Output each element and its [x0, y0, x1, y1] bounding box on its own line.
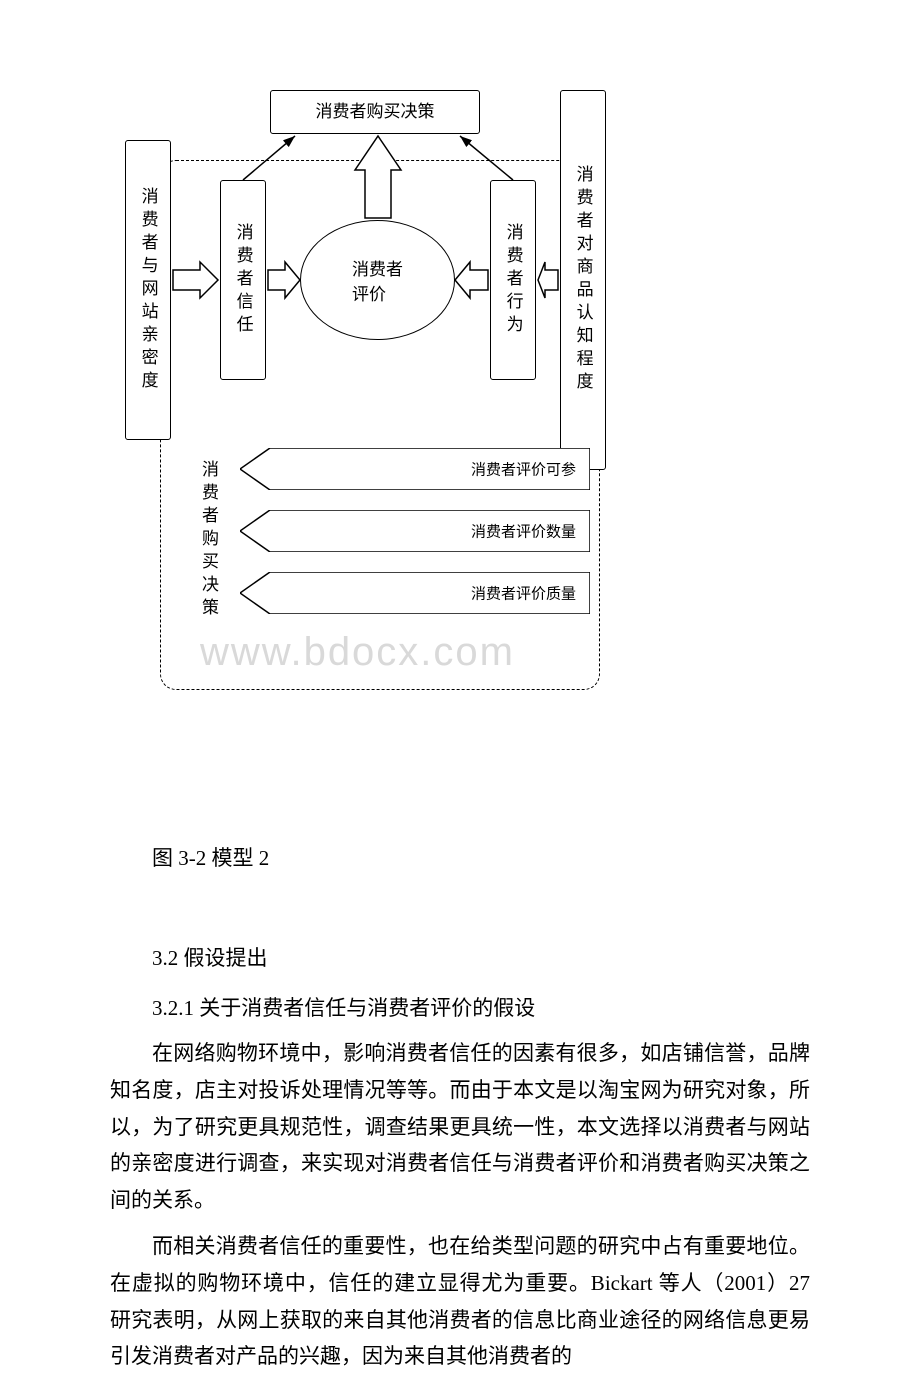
bottom-left-box: 消费者购买决策 [195, 450, 225, 631]
flag-1: 消费者评价可参 [240, 448, 590, 490]
flag-3-label: 消费者评价质量 [471, 583, 576, 604]
watermark-text: www.bdocx.com [200, 630, 515, 675]
bottom-left-label: 消费者购买决策 [199, 460, 218, 621]
flag-2-label: 消费者评价数量 [471, 521, 576, 542]
caption-row: 图 3-2 模型 2 [110, 840, 810, 877]
section-3-2: 3.2 假设提出 [110, 940, 810, 977]
heading-3-2-1: 3.2.1 关于消费者信任与消费者评价的假设 [110, 990, 810, 1027]
paragraph-1: 在网络购物环境中，影响消费者信任的因素有很多，如店铺信誉，品牌知名度，店主对投诉… [110, 1035, 810, 1219]
section-3-2-1: 3.2.1 关于消费者信任与消费者评价的假设 [110, 990, 810, 1027]
diagram-container: 消费者购买决策 消费者与网站亲密度 消费者信任 消费者 评价 消费者行为 消费者… [140, 70, 820, 710]
heading-3-2: 3.2 假设提出 [110, 940, 810, 977]
flag-1-label: 消费者评价可参 [471, 459, 576, 480]
para-1-text: 在网络购物环境中，影响消费者信任的因素有很多，如店铺信誉，品牌知名度，店主对投诉… [110, 1035, 810, 1219]
flag-3: 消费者评价质量 [240, 572, 590, 614]
arrows-layer [140, 70, 640, 450]
figure-caption: 图 3-2 模型 2 [110, 840, 810, 877]
flag-2: 消费者评价数量 [240, 510, 590, 552]
